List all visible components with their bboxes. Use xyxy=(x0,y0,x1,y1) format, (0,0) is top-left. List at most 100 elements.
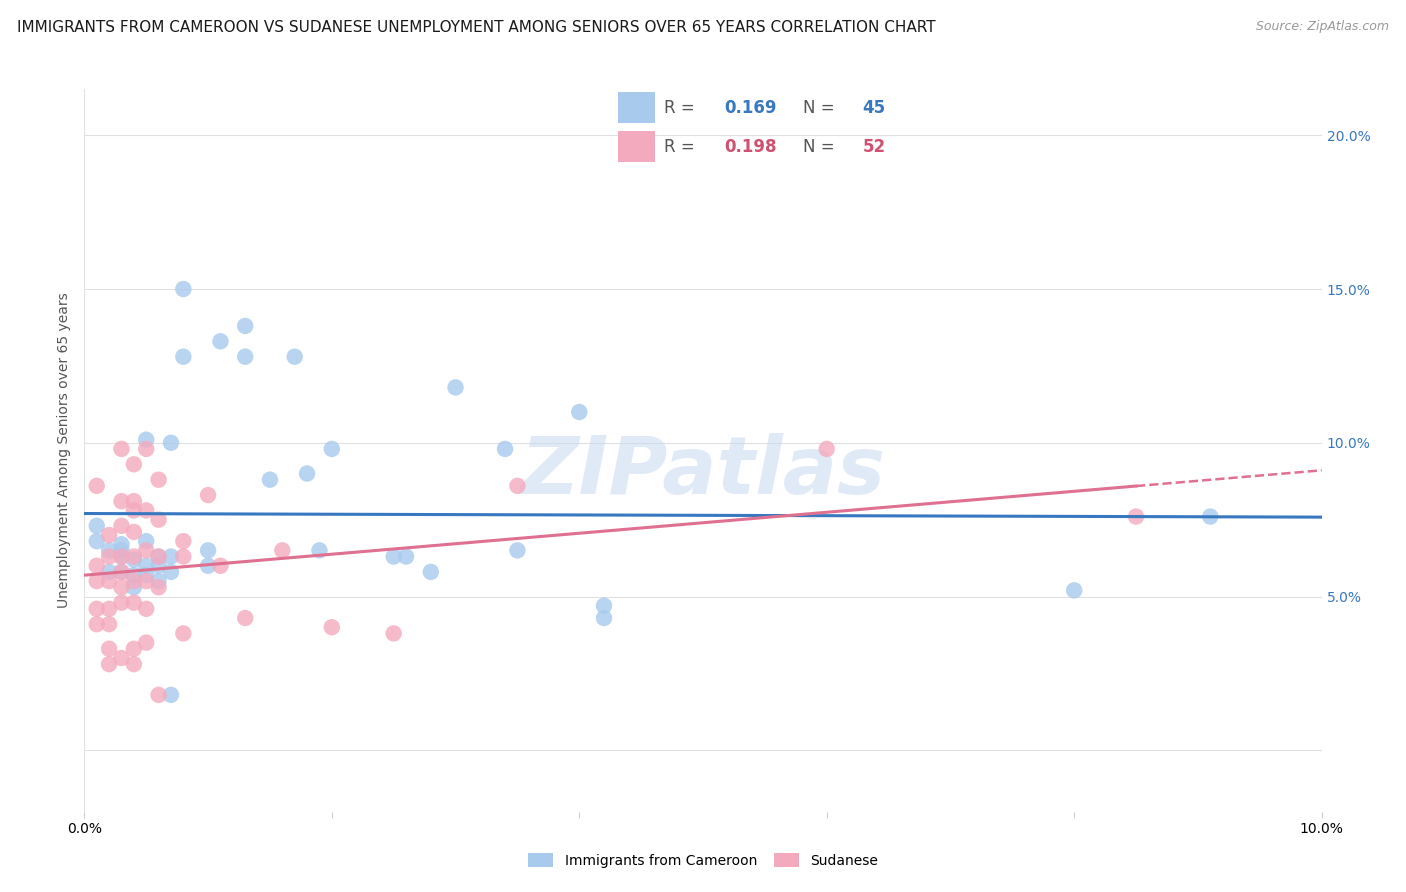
Point xyxy=(135,534,157,549)
Point xyxy=(122,458,145,472)
Text: R =: R = xyxy=(665,99,700,117)
Point xyxy=(308,543,330,558)
Point xyxy=(148,473,170,487)
Point xyxy=(122,641,145,656)
Point xyxy=(86,518,108,533)
Point xyxy=(321,442,343,456)
Point xyxy=(86,479,108,493)
Point xyxy=(122,524,145,539)
Point xyxy=(494,442,516,456)
Point xyxy=(122,503,145,517)
Point xyxy=(271,543,294,558)
Point xyxy=(172,626,194,640)
Point xyxy=(148,513,170,527)
Point xyxy=(122,657,145,672)
Point xyxy=(110,494,132,508)
Point xyxy=(233,318,256,333)
Point xyxy=(110,543,132,558)
Bar xyxy=(619,131,655,161)
Text: R =: R = xyxy=(665,137,700,155)
Text: N =: N = xyxy=(803,137,841,155)
Point xyxy=(98,574,121,588)
Y-axis label: Unemployment Among Seniors over 65 years: Unemployment Among Seniors over 65 years xyxy=(58,293,72,608)
Point xyxy=(135,442,157,456)
Point xyxy=(172,549,194,564)
Point xyxy=(419,565,441,579)
Point xyxy=(98,641,121,656)
Point xyxy=(148,549,170,564)
Point xyxy=(172,350,194,364)
Point xyxy=(122,552,145,566)
Point xyxy=(1125,509,1147,524)
Point xyxy=(135,574,157,588)
Point xyxy=(122,494,145,508)
Point xyxy=(86,617,108,632)
Point xyxy=(135,568,157,582)
Point xyxy=(135,602,157,616)
Point xyxy=(259,473,281,487)
Point xyxy=(98,657,121,672)
Point xyxy=(197,558,219,573)
Text: IMMIGRANTS FROM CAMEROON VS SUDANESE UNEMPLOYMENT AMONG SENIORS OVER 65 YEARS CO: IMMIGRANTS FROM CAMEROON VS SUDANESE UNE… xyxy=(17,20,935,35)
Point xyxy=(209,334,232,349)
Point xyxy=(382,549,405,564)
Point xyxy=(160,435,183,450)
Point xyxy=(110,442,132,456)
Point xyxy=(148,688,170,702)
Point xyxy=(135,635,157,649)
Point xyxy=(110,537,132,551)
Point xyxy=(98,528,121,542)
Point xyxy=(135,503,157,517)
Point xyxy=(321,620,343,634)
Point xyxy=(98,617,121,632)
Point xyxy=(122,574,145,588)
Point xyxy=(233,350,256,364)
Point xyxy=(197,543,219,558)
Point xyxy=(209,558,232,573)
Point xyxy=(110,518,132,533)
Text: 0.169: 0.169 xyxy=(724,99,776,117)
Point xyxy=(160,565,183,579)
Legend: Immigrants from Cameroon, Sudanese: Immigrants from Cameroon, Sudanese xyxy=(523,847,883,873)
Point xyxy=(110,596,132,610)
Text: ZIPatlas: ZIPatlas xyxy=(520,434,886,511)
Point xyxy=(110,651,132,665)
Point xyxy=(295,467,318,481)
Text: 52: 52 xyxy=(863,137,886,155)
Point xyxy=(148,558,170,573)
Point xyxy=(110,565,132,579)
Point xyxy=(172,282,194,296)
Point xyxy=(135,543,157,558)
Point xyxy=(506,543,529,558)
Point xyxy=(233,611,256,625)
Point xyxy=(395,549,418,564)
Point xyxy=(148,580,170,594)
Point xyxy=(382,626,405,640)
Point xyxy=(593,599,616,613)
Text: Source: ZipAtlas.com: Source: ZipAtlas.com xyxy=(1256,20,1389,33)
Point xyxy=(86,574,108,588)
Point xyxy=(86,558,108,573)
Point xyxy=(593,611,616,625)
Point xyxy=(122,568,145,582)
Point xyxy=(135,433,157,447)
Point xyxy=(122,580,145,594)
Text: N =: N = xyxy=(803,99,841,117)
Point xyxy=(197,488,219,502)
Point xyxy=(110,549,132,564)
Point xyxy=(110,580,132,594)
Point xyxy=(98,549,121,564)
Point xyxy=(148,549,170,564)
Point xyxy=(160,549,183,564)
Point xyxy=(98,602,121,616)
Point xyxy=(98,543,121,558)
Point xyxy=(135,558,157,573)
Point xyxy=(506,479,529,493)
Point xyxy=(1063,583,1085,598)
Point xyxy=(568,405,591,419)
Point xyxy=(122,549,145,564)
Point xyxy=(148,574,170,588)
Point xyxy=(110,565,132,579)
Text: 0.198: 0.198 xyxy=(724,137,776,155)
Point xyxy=(172,534,194,549)
